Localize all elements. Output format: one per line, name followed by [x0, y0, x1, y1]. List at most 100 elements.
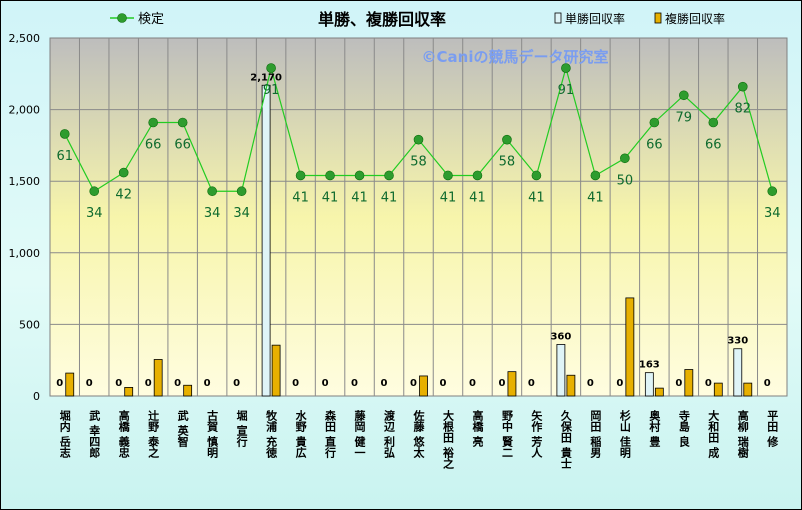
test-point [531, 170, 542, 181]
category-label: 大根田 裕之 [441, 409, 455, 470]
win-rate-label: 0 [381, 378, 388, 389]
test-value-label: 58 [410, 155, 427, 170]
test-value-label: 58 [499, 155, 516, 170]
win-rate-label: 2,170 [250, 72, 282, 83]
test-point [737, 81, 748, 92]
test-value-label: 79 [676, 110, 693, 125]
win-rate-label: 330 [727, 336, 748, 347]
category-label: 高橋 義忠 [117, 409, 130, 459]
place-rate-bar [271, 344, 281, 397]
test-value-label: 41 [381, 190, 398, 205]
place-rate-bar [713, 382, 723, 397]
place-rate-bar [183, 384, 193, 397]
win-rate-label: 0 [587, 378, 594, 389]
test-point [354, 170, 365, 181]
win-rate-label: 0 [174, 378, 181, 389]
test-point [384, 170, 394, 181]
win-rate-label: 0 [322, 378, 329, 389]
test-value-label: 34 [204, 206, 221, 221]
test-point [767, 186, 778, 197]
category-label: 水野 貴広 [294, 409, 307, 459]
test-point [118, 167, 129, 178]
place-rate-bar [566, 374, 576, 397]
test-value-label: 66 [174, 137, 191, 152]
category-label: 渡辺 利弘 [383, 409, 396, 459]
category-label: 大和田 成 [707, 409, 720, 459]
test-value-label: 91 [558, 83, 575, 98]
category-label: 森田 直行 [324, 409, 338, 459]
category-label: 牧浦 充徳 [265, 409, 279, 459]
test-value-label: 50 [617, 173, 634, 188]
test-value-label: 41 [587, 190, 604, 205]
win-rate-bar [733, 348, 743, 397]
category-label: 堀 宣行 [235, 409, 249, 448]
test-value-label: 61 [56, 149, 73, 164]
category-label: 岡田 稲男 [589, 410, 602, 459]
y-tick-label: 1,000 [9, 247, 41, 260]
legend-win-swatch [554, 12, 562, 24]
watermark: ©Caniの競馬データ研究室 [422, 48, 609, 66]
test-value-label: 82 [735, 102, 752, 117]
category-label: 佐藤 悠太 [412, 409, 426, 459]
win-rate-label: 0 [233, 378, 240, 389]
category-label: 武 幸四郎 [88, 409, 101, 459]
win-rate-label: 163 [639, 360, 660, 371]
category-label: 杉山 佳明 [618, 409, 631, 459]
legend-label: 単勝回収率 [565, 11, 625, 26]
test-value-label: 66 [145, 137, 162, 152]
test-point [708, 117, 719, 128]
test-point [266, 63, 276, 73]
test-point [177, 117, 188, 128]
y-tick-label: 2,000 [9, 104, 41, 117]
win-rate-label: 0 [764, 378, 771, 389]
win-rate-label: 0 [616, 378, 623, 389]
test-value-label: 91 [263, 83, 280, 98]
win-rate-bar [644, 372, 654, 397]
category-label: 久保田 貴士 [559, 409, 573, 469]
test-value-label: 41 [292, 190, 309, 205]
place-rate-bar [65, 372, 75, 397]
test-point [472, 170, 483, 181]
win-rate-label: 0 [498, 378, 505, 389]
category-label: 寺島 良 [677, 409, 690, 448]
win-rate-label: 0 [56, 378, 63, 389]
test-point [679, 90, 689, 101]
y-tick-label: 2,500 [9, 32, 41, 45]
category-label: 堀内 岳志 [58, 409, 71, 458]
test-point [443, 170, 453, 181]
win-rate-label: 0 [705, 378, 712, 389]
win-rate-bar [261, 84, 271, 397]
test-value-label: 41 [351, 190, 368, 205]
test-point [502, 134, 512, 145]
place-rate-bar [684, 369, 694, 397]
category-label: 武 英智 [176, 409, 190, 448]
win-rate-bar [556, 344, 566, 397]
place-rate-bar [419, 375, 428, 397]
test-value-label: 41 [440, 190, 457, 205]
place-rate-bar [124, 387, 134, 397]
test-value-label: 34 [233, 206, 250, 221]
legend-label: 複勝回収率 [665, 11, 725, 26]
test-point [649, 117, 660, 128]
test-value-label: 34 [86, 206, 103, 221]
category-label: 高橋 亮 [471, 409, 484, 448]
test-point [413, 134, 424, 145]
place-rate-bar [654, 387, 664, 397]
test-point [295, 170, 306, 181]
win-rate-label: 0 [675, 378, 682, 389]
win-rate-label: 0 [204, 378, 211, 389]
place-rate-bar [153, 359, 163, 397]
win-rate-label: 0 [115, 378, 122, 389]
test-point [561, 63, 571, 73]
category-label: 矢作 芳人 [530, 409, 543, 458]
win-rate-label: 0 [351, 378, 358, 389]
y-tick-label: 1,500 [9, 175, 41, 188]
test-point [207, 186, 217, 197]
test-value-label: 41 [528, 190, 545, 205]
test-point [620, 153, 630, 164]
test-value-label: 66 [705, 137, 722, 152]
test-value-label: 66 [646, 137, 663, 152]
category-label: 平田 修 [766, 410, 780, 448]
test-value-label: 41 [322, 190, 339, 205]
test-point [89, 186, 100, 197]
